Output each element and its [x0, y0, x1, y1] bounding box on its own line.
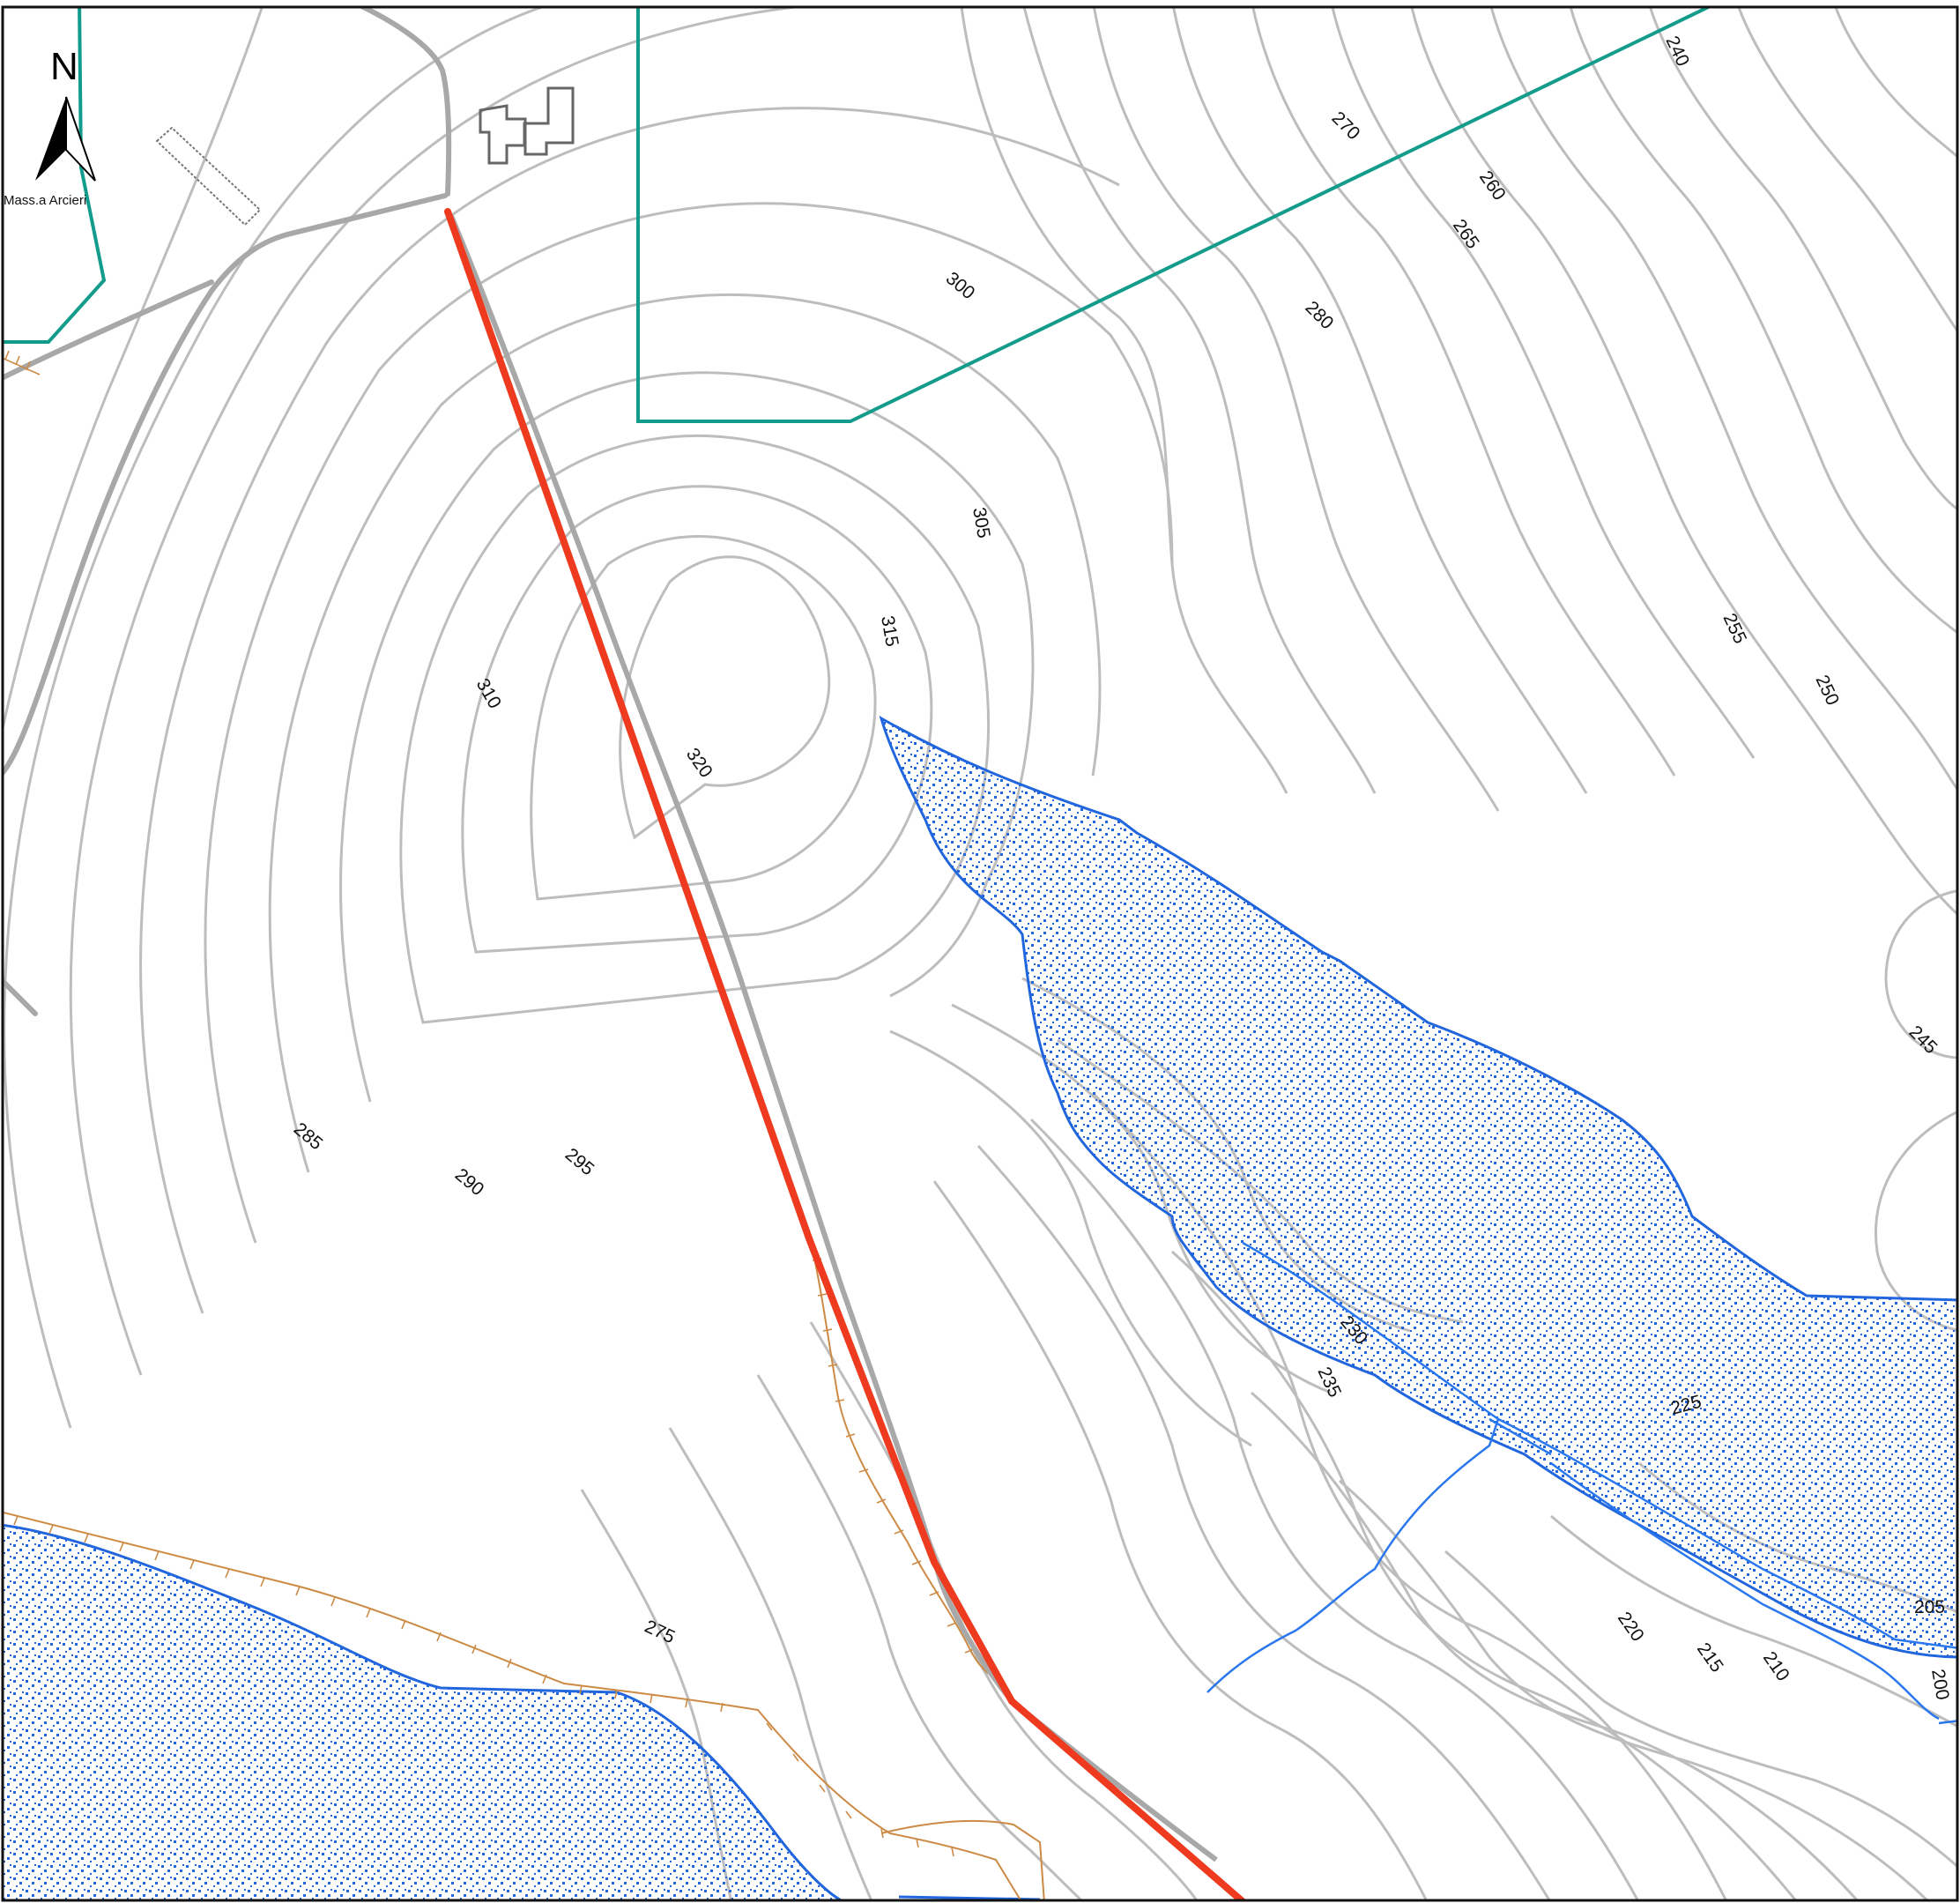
- north-arrow-right-half: [65, 96, 96, 182]
- place-name-label: Mass.a Arcieri: [4, 193, 86, 208]
- farm-building-icon: [155, 126, 262, 227]
- roads: [3, 7, 452, 1016]
- contour-label: 205: [1914, 1597, 1945, 1617]
- planned-route-line: [444, 208, 1247, 1900]
- north-arrow: N: [35, 45, 96, 182]
- north-arrow-left-half: [35, 97, 66, 181]
- map-frame: [1, 5, 1959, 1902]
- north-label: N: [50, 45, 78, 88]
- wetland-area-southwest: [3, 1523, 844, 1900]
- building-footprints: [155, 86, 575, 227]
- scarp-lines: [3, 350, 1045, 1900]
- drainage-fan-area: [879, 715, 1957, 1659]
- boundary-lines: [3, 7, 1713, 423]
- building-icon: [479, 86, 575, 165]
- streams: [1206, 1241, 1957, 1725]
